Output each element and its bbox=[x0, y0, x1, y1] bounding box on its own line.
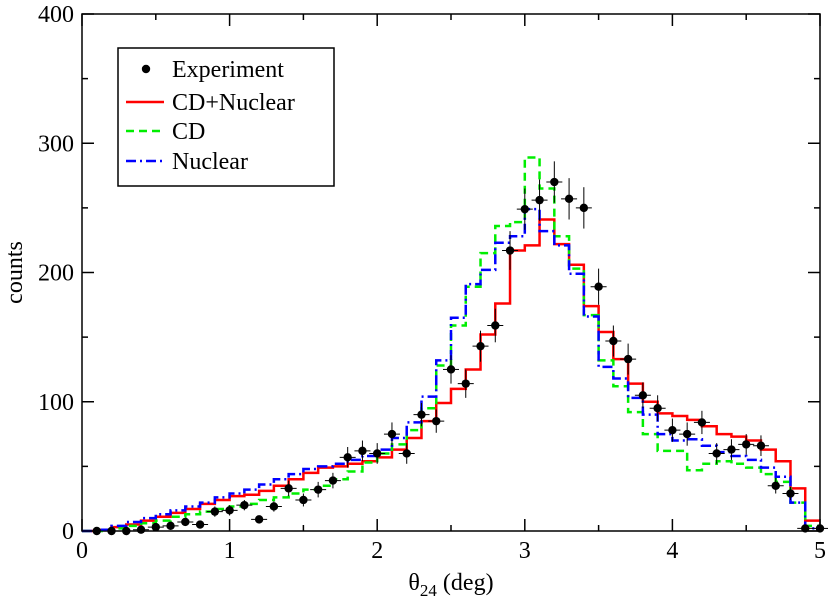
data-point bbox=[682, 429, 692, 439]
data-point bbox=[742, 440, 751, 449]
data-point bbox=[373, 449, 382, 458]
x-tick-label: 2 bbox=[371, 538, 383, 564]
y-tick-label: 0 bbox=[62, 519, 74, 545]
data-point bbox=[225, 506, 234, 515]
experiment-points bbox=[88, 161, 828, 536]
data-point bbox=[166, 521, 175, 531]
data-point bbox=[240, 500, 249, 510]
legend-marker-experiment bbox=[141, 64, 151, 74]
y-tick-label: 300 bbox=[38, 131, 74, 157]
data-point bbox=[343, 453, 352, 462]
data-point bbox=[284, 484, 293, 493]
y-axis-title: counts bbox=[2, 241, 28, 304]
x-tick-label: 3 bbox=[519, 538, 531, 564]
data-point bbox=[727, 445, 736, 454]
legend: Experiment CD+Nuclear CD Nuclear bbox=[117, 47, 335, 187]
data-point bbox=[786, 489, 795, 498]
data-point bbox=[712, 449, 721, 458]
data-point bbox=[668, 425, 677, 435]
data-point bbox=[609, 336, 618, 346]
legend-label-nuclear: Nuclear bbox=[172, 149, 248, 175]
data-point bbox=[771, 481, 780, 490]
data-point bbox=[402, 449, 411, 458]
data-point bbox=[623, 354, 633, 364]
data-point bbox=[461, 379, 470, 388]
x-axis-title-main: θ bbox=[408, 570, 420, 596]
series-layer bbox=[82, 156, 828, 536]
data-point bbox=[446, 365, 456, 374]
y-tick-label: 200 bbox=[38, 261, 74, 287]
data-point bbox=[535, 195, 544, 205]
data-point bbox=[107, 526, 116, 536]
data-point bbox=[697, 418, 707, 427]
data-point bbox=[564, 194, 574, 204]
data-point bbox=[801, 524, 810, 533]
x-tick-label: 1 bbox=[224, 538, 236, 564]
data-point bbox=[254, 515, 264, 524]
data-point bbox=[136, 525, 146, 534]
data-point bbox=[550, 177, 559, 187]
series-line-nuclear bbox=[82, 207, 820, 533]
data-point bbox=[476, 341, 485, 351]
data-point bbox=[269, 502, 279, 511]
x-tick-label: 0 bbox=[76, 538, 88, 564]
data-point bbox=[210, 507, 220, 516]
data-point bbox=[594, 282, 603, 291]
legend-label-cd: CD bbox=[172, 119, 205, 145]
data-point bbox=[122, 526, 131, 536]
data-point bbox=[358, 446, 367, 456]
x-tick-label: 5 bbox=[814, 538, 826, 564]
data-point bbox=[520, 204, 529, 214]
legend-label-experiment: Experiment bbox=[172, 57, 284, 83]
data-point bbox=[432, 416, 441, 426]
series-line-cd-nuclear bbox=[82, 218, 820, 533]
y-tick-label: 100 bbox=[38, 390, 74, 416]
axis-ticks: 0 1 2 3 4 5 0 100 200 300 400 bbox=[38, 2, 826, 564]
data-point bbox=[387, 429, 397, 439]
series-line-cd bbox=[82, 156, 820, 533]
legend-box bbox=[117, 47, 335, 187]
data-point bbox=[638, 391, 648, 400]
data-point bbox=[181, 517, 190, 527]
x-axis-title-unit: (deg) bbox=[437, 570, 494, 596]
data-point bbox=[328, 476, 338, 485]
x-axis-title: θ24 (deg) bbox=[408, 570, 493, 600]
data-point bbox=[756, 441, 766, 450]
data-point bbox=[505, 246, 515, 255]
x-tick-label: 4 bbox=[666, 538, 678, 564]
data-point bbox=[653, 404, 662, 413]
x-axis-title-subscript: 24 bbox=[420, 581, 438, 600]
y-tick-label: 400 bbox=[38, 2, 74, 28]
data-point bbox=[195, 520, 205, 529]
data-point bbox=[579, 203, 589, 213]
data-point bbox=[92, 526, 101, 536]
data-point bbox=[313, 485, 323, 494]
data-point bbox=[491, 321, 500, 330]
data-point bbox=[299, 495, 308, 505]
data-point bbox=[417, 410, 426, 419]
legend-label-cd-nuclear: CD+Nuclear bbox=[172, 90, 295, 116]
